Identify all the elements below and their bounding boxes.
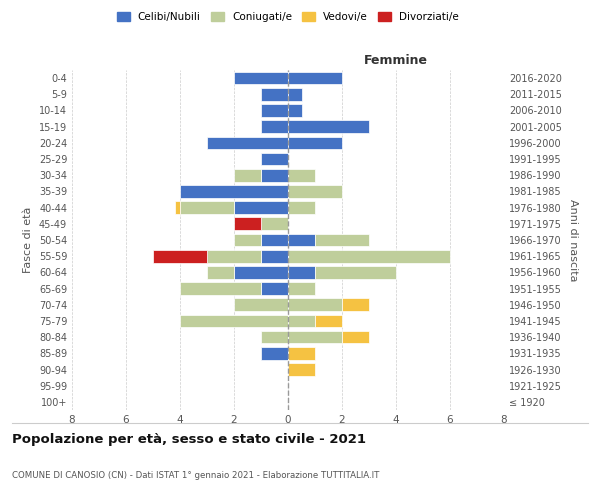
Bar [288,104,302,117]
Bar [288,331,342,344]
Bar [180,185,288,198]
Bar [342,298,369,311]
Text: COMUNE DI CANOSIO (CN) - Dati ISTAT 1° gennaio 2021 - Elaborazione TUTTITALIA.IT: COMUNE DI CANOSIO (CN) - Dati ISTAT 1° g… [12,470,379,480]
Text: Femmine: Femmine [364,54,428,66]
Bar [180,282,261,295]
Bar [288,88,302,101]
Bar [153,250,207,262]
Bar [234,218,261,230]
Bar [315,266,396,278]
Bar [288,185,342,198]
Bar [261,282,288,295]
Bar [261,250,288,262]
Bar [288,120,369,133]
Bar [288,314,315,328]
Bar [288,250,450,262]
Bar [207,250,261,262]
Bar [315,234,369,246]
Bar [288,298,342,311]
Bar [288,202,315,214]
Bar [261,331,288,344]
Bar [175,202,180,214]
Bar [288,234,315,246]
Bar [261,104,288,117]
Bar [207,136,288,149]
Bar [261,347,288,360]
Text: Popolazione per età, sesso e stato civile - 2021: Popolazione per età, sesso e stato civil… [12,432,366,446]
Bar [180,314,288,328]
Bar [288,169,315,181]
Bar [288,72,342,85]
Bar [234,234,261,246]
Bar [234,298,288,311]
Bar [234,202,288,214]
Bar [315,314,342,328]
Bar [234,266,288,278]
Bar [261,120,288,133]
Bar [288,266,315,278]
Bar [288,282,315,295]
Bar [180,202,234,214]
Bar [261,169,288,181]
Bar [261,218,288,230]
Bar [261,152,288,166]
Bar [261,234,288,246]
Bar [207,266,234,278]
Y-axis label: Anni di nascita: Anni di nascita [568,198,578,281]
Bar [234,72,288,85]
Bar [342,331,369,344]
Y-axis label: Fasce di età: Fasce di età [23,207,33,273]
Bar [234,169,261,181]
Bar [288,136,342,149]
Bar [288,347,315,360]
Legend: Celibi/Nubili, Coniugati/e, Vedovi/e, Divorziati/e: Celibi/Nubili, Coniugati/e, Vedovi/e, Di… [113,8,463,26]
Bar [288,363,315,376]
Bar [261,88,288,101]
